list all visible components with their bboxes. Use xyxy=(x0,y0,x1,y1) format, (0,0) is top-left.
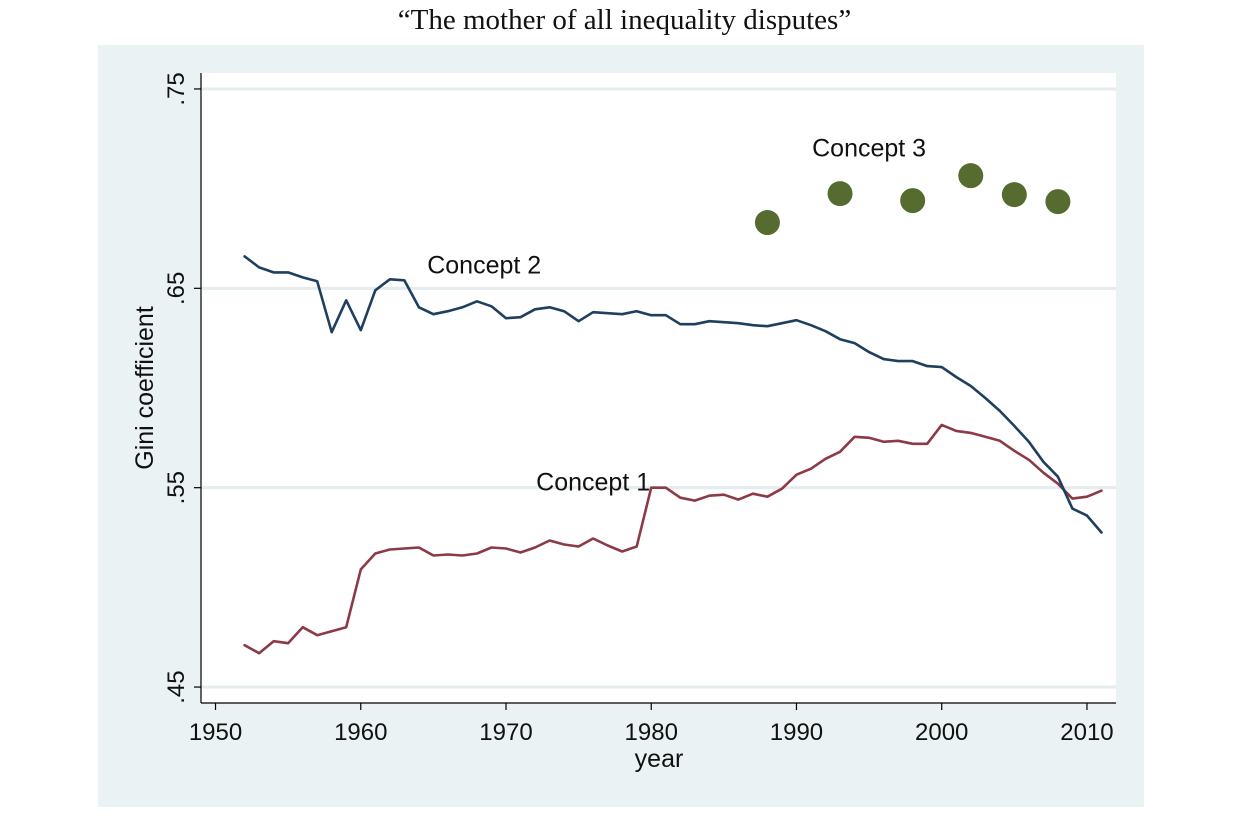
x-tick-label: 2000 xyxy=(915,719,968,746)
x-tick-label: 1990 xyxy=(770,719,823,746)
concept-3-point xyxy=(827,181,853,207)
y-tick-label: .65 xyxy=(163,272,190,305)
series xyxy=(243,163,1103,655)
concept-3-point xyxy=(1045,189,1071,215)
y-tick-label: .75 xyxy=(163,72,190,105)
concept-2-label: Concept 2 xyxy=(427,251,541,279)
concept-1-label: Concept 1 xyxy=(536,469,650,497)
concept-2-line xyxy=(243,255,1103,534)
x-tick-label: 1950 xyxy=(189,719,242,746)
y-tick-label: .45 xyxy=(163,670,190,703)
concept-3-label: Concept 3 xyxy=(812,135,926,163)
concept-3-point xyxy=(958,163,984,189)
concept-1-line xyxy=(243,423,1103,655)
concept-3-point xyxy=(754,210,780,236)
x-tick-label: 1970 xyxy=(479,719,532,746)
y-tick-label: .55 xyxy=(163,471,190,504)
labels: Concept 1 Concept 2 Concept 3 xyxy=(427,135,926,497)
grid-lines xyxy=(201,87,1116,689)
x-tick-label: 1960 xyxy=(334,719,387,746)
x-tick-label: 1980 xyxy=(625,719,678,746)
page-title: “The mother of all inequality disputes” xyxy=(397,4,852,36)
axes: .45 .55 .65 .75 1950 1960 1970 1980 1990 2000 2010 xyxy=(163,72,1116,746)
y-axis-title: Gini coefficient xyxy=(131,306,159,470)
concept-3-point xyxy=(1001,182,1027,208)
x-tick-label: 2010 xyxy=(1060,719,1113,746)
x-axis-title: year xyxy=(635,745,684,773)
concept-3-point xyxy=(900,188,926,214)
